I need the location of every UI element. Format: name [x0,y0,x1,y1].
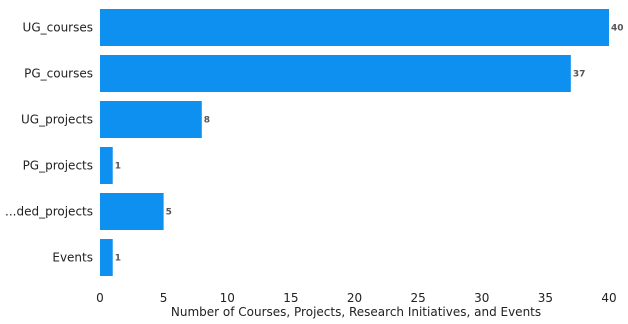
category-label-pg-courses: PG_courses [24,67,93,81]
x-tick-label-5: 5 [160,291,168,305]
value-label-ug-projects: 8 [204,116,210,126]
value-label-ded-projects: 5 [166,208,172,218]
category-label-events: Events [52,251,93,265]
value-label-pg-courses: 37 [573,70,586,80]
bars-group [100,9,609,276]
x-tick-label-25: 25 [410,291,425,305]
category-labels: UG_courses PG_courses UG_projects PG_projec… [5,21,93,265]
value-label-events: 1 [115,254,121,264]
bar-ug-projects [100,101,202,138]
category-label-ded-projects: ...ded_projects [5,205,93,219]
x-tick-label-10: 10 [220,291,235,305]
value-labels: 40 37 8 1 5 1 [115,24,624,264]
x-axis-title: Number of Courses, Projects, Research In… [171,305,541,319]
bar-ug-courses [100,9,609,46]
category-label-ug-courses: UG_courses [23,21,93,35]
bar-events [100,239,113,276]
value-label-pg-projects: 1 [115,162,121,172]
bar-pg-courses [100,55,571,92]
category-label-ug-projects: UG_projects [21,113,93,127]
bar-ded-projects [100,193,164,230]
value-label-ug-courses: 40 [611,24,624,34]
x-tick-label-15: 15 [283,291,298,305]
x-axis-ticks: 0 5 10 15 20 25 30 35 40 [96,291,616,305]
x-tick-label-40: 40 [601,291,616,305]
category-label-pg-projects: PG_projects [23,159,93,173]
x-tick-label-30: 30 [474,291,489,305]
x-tick-label-20: 20 [347,291,362,305]
x-tick-label-35: 35 [538,291,553,305]
x-tick-label-0: 0 [96,291,104,305]
bar-pg-projects [100,147,113,184]
